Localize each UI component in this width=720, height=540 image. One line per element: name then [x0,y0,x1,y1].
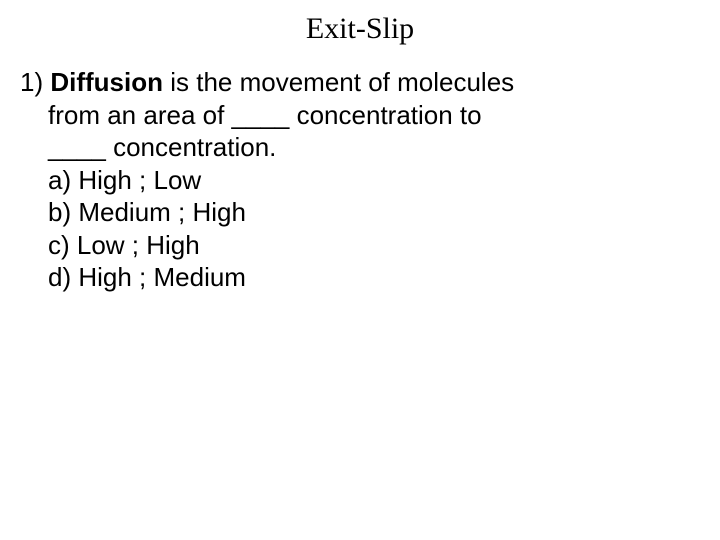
question-line2: from an area of ____ concentration to [20,99,680,132]
option-c: c) Low ; High [48,229,680,262]
option-b: b) Medium ; High [48,196,680,229]
slide-title: Exit-Slip [0,0,720,66]
question-line1: is the movement of molecules [163,67,514,97]
question-term: Diffusion [50,67,163,97]
option-a: a) High ; Low [48,164,680,197]
question-text: 1) Diffusion is the movement of molecule… [20,66,680,164]
answer-options: a) High ; Low b) Medium ; High c) Low ; … [20,164,680,294]
question-block: 1) Diffusion is the movement of molecule… [0,66,720,294]
question-line3: ____ concentration. [20,131,680,164]
option-d: d) High ; Medium [48,261,680,294]
question-number: 1) [20,67,43,97]
